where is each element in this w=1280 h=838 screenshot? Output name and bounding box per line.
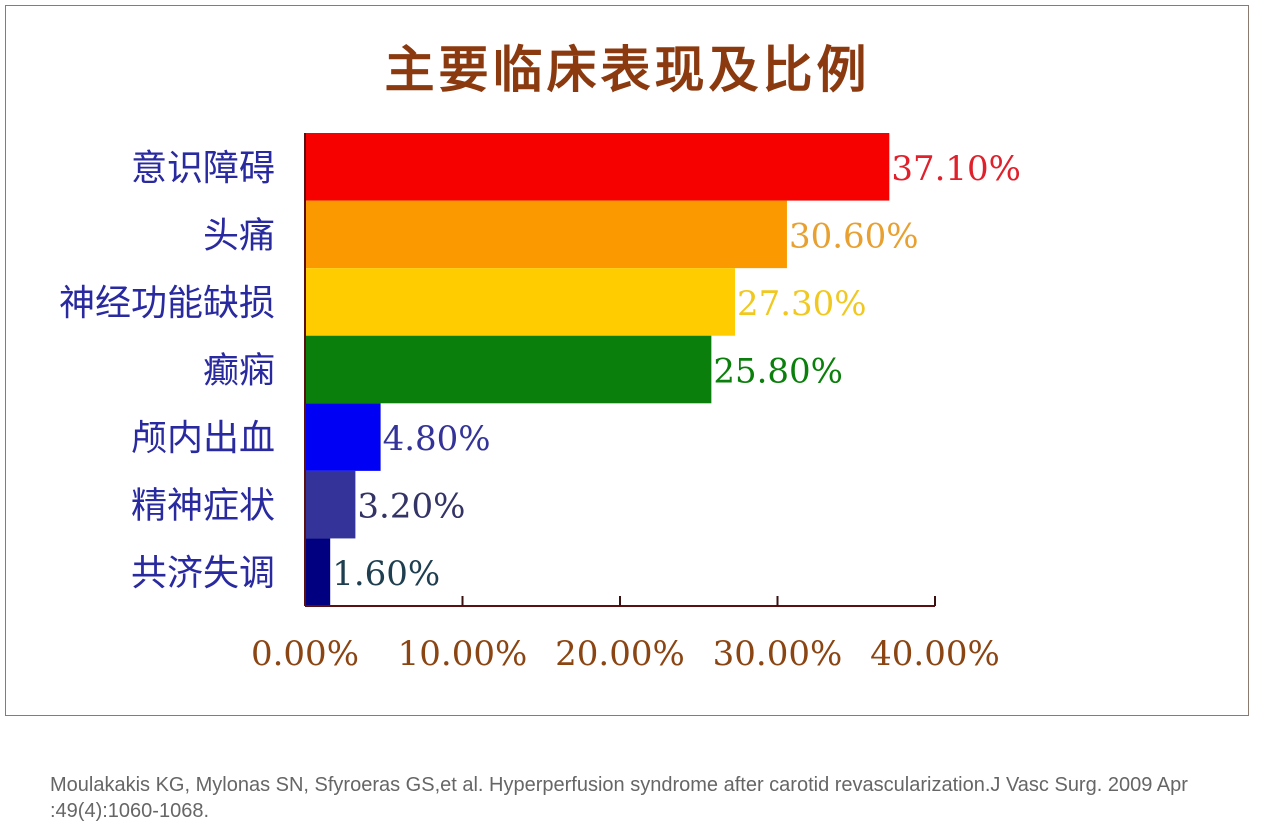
data-label: 25.80% bbox=[713, 352, 843, 392]
category-label: 共济失调 bbox=[131, 553, 275, 594]
bar bbox=[305, 200, 787, 269]
category-label: 意识障碍 bbox=[131, 148, 275, 189]
chart-frame bbox=[5, 5, 1249, 716]
chart-title: 主要临床表现及比例 bbox=[384, 41, 871, 99]
x-tick-label: 30.00% bbox=[713, 634, 843, 674]
bar bbox=[305, 133, 890, 201]
category-label: 头痛 bbox=[203, 215, 275, 256]
data-label: 4.80% bbox=[383, 419, 491, 459]
x-tick-label: 40.00% bbox=[870, 634, 1000, 674]
bar bbox=[305, 403, 381, 471]
data-label: 27.30% bbox=[737, 284, 867, 324]
bar bbox=[305, 335, 712, 404]
category-label: 精神症状 bbox=[131, 486, 275, 527]
x-tick-label: 20.00% bbox=[555, 634, 685, 674]
data-label: 30.60% bbox=[789, 216, 919, 256]
bar bbox=[305, 470, 356, 539]
data-label: 3.20% bbox=[357, 487, 465, 527]
category-label: 癫痫 bbox=[203, 351, 275, 392]
bar bbox=[305, 268, 735, 336]
category-label: 神经功能缺损 bbox=[59, 283, 275, 324]
data-label: 1.60% bbox=[332, 554, 440, 594]
citation: Moulakakis KG, Mylonas SN, Sfyroeras GS,… bbox=[50, 774, 1188, 822]
bar bbox=[305, 538, 331, 606]
data-label: 37.10% bbox=[891, 149, 1021, 189]
x-tick-label: 0.00% bbox=[251, 634, 359, 674]
x-tick-label: 10.00% bbox=[398, 634, 528, 674]
category-label: 颅内出血 bbox=[131, 418, 275, 459]
